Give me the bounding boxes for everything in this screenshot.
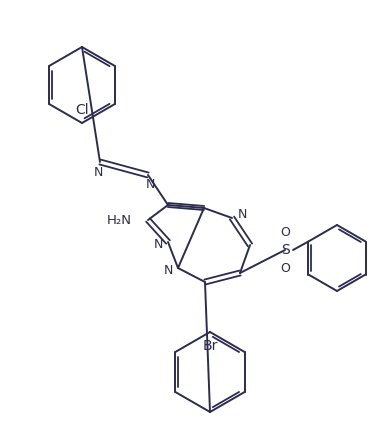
- Text: H₂N: H₂N: [107, 214, 132, 227]
- Text: O: O: [280, 226, 290, 239]
- Text: N: N: [163, 264, 173, 278]
- Text: O: O: [280, 262, 290, 275]
- Text: N: N: [237, 209, 247, 222]
- Text: S: S: [280, 243, 289, 257]
- Text: Cl: Cl: [75, 103, 89, 117]
- Text: N: N: [153, 238, 163, 251]
- Text: N: N: [93, 166, 103, 178]
- Text: Br: Br: [202, 339, 218, 353]
- Text: N: N: [145, 178, 155, 191]
